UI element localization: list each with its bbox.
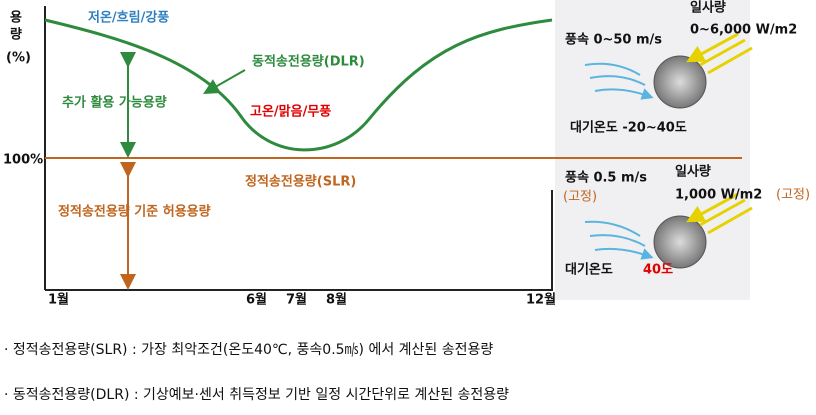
dlr-curve [44, 18, 553, 152]
cold: 저온/흐림/강풍 [88, 10, 169, 26]
wind: 풍속 0.5 m/s [565, 171, 647, 186]
slr-label: 정적송전용량(SLR) [245, 174, 356, 190]
month: 8월 [326, 292, 347, 308]
temp-value: 40도 [643, 263, 673, 278]
note: · 동적송전용량(DLR) : 기상예보·센서 취득정보 기반 일정 시간단위로… [4, 387, 509, 403]
reference: 100% [3, 153, 43, 168]
wind: 풍속 0~50 m/s [565, 33, 662, 48]
hot: 고온/맑음/무풍 [250, 104, 331, 120]
fixed: (고정) [563, 190, 597, 205]
solar-title: 일사량 [690, 0, 726, 16]
y-label: 용량 [7, 9, 22, 44]
month: 1월 [48, 292, 69, 308]
month: 6월 [246, 292, 267, 308]
solar-title: 일사량 [675, 164, 711, 180]
solar: 1,000 W/m2 [675, 188, 762, 203]
dlr-icon [584, 32, 753, 269]
slr-capacity: 정적송전용량 기준 허용용량 [58, 204, 211, 220]
extra: 추가 활용 가능용량 [62, 95, 167, 111]
month: 12월 [526, 292, 556, 308]
solar: 0~6,000 W/m2 [690, 23, 797, 38]
dlr-label: 동적송전용량(DLR) [252, 54, 365, 70]
note: · 정적송전용량(SLR) : 가장 최악조건(온도40℃, 풍속0.5㎧) 에… [4, 342, 493, 358]
fixed: (고정) [776, 188, 810, 203]
temp: 대기온도 -20~40도 [570, 121, 687, 136]
pointer [203, 69, 246, 94]
y-unit: (%) [6, 51, 31, 66]
month: 7월 [286, 292, 307, 308]
temp: 대기온도 [565, 263, 613, 278]
